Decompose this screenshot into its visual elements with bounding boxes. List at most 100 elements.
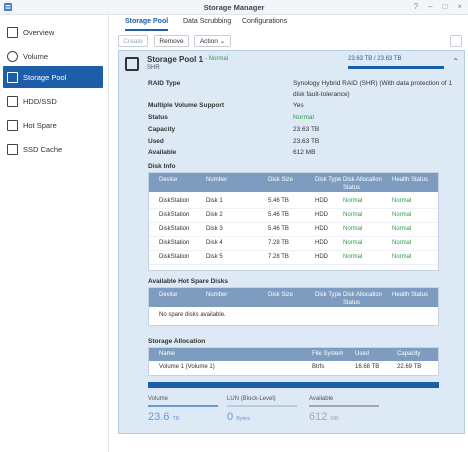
cell-size: 5.46 TB	[268, 212, 289, 218]
sidebar-item-label: Storage Pool	[23, 72, 67, 82]
column-header: Disk Allocation Status	[343, 292, 383, 306]
disk-info-title: Disk Info	[148, 163, 176, 170]
summary-value-row: 612 MB	[309, 411, 379, 423]
table-row[interactable]: Volume 1 (Volume 1) Btrfs 16.68 TB 22.69…	[149, 361, 438, 375]
column-header: Name	[159, 351, 176, 357]
sidebar-item-label: Volume	[23, 51, 49, 61]
cell-number: Disk 5	[206, 254, 223, 260]
summary-unit: Bytes	[236, 416, 250, 422]
tab-configurations[interactable]: Configurations	[242, 18, 288, 25]
summary-label: LUN (Block-Level)	[227, 396, 276, 402]
tab-storage-pool[interactable]: Storage Pool	[125, 15, 169, 31]
cell-size: 7.28 TB	[268, 254, 289, 260]
tab-data-scrubbing[interactable]: Data Scrubbing	[183, 18, 232, 25]
storage-allocation-header: Name File System Used Capacity	[149, 348, 438, 361]
storage-manager-logo-icon	[4, 3, 12, 11]
raid-type-value: Synology Hybrid RAID (SHR) (With data pr…	[293, 80, 452, 98]
status-value: Normal	[293, 114, 314, 121]
cell-size: 5.46 TB	[268, 198, 289, 204]
hot-spare-header: Device Number Disk Size Disk Type Disk A…	[149, 288, 438, 307]
storage-pool-panel: Storage Pool 1 - Normal SHR 23.63 TB / 2…	[118, 50, 465, 434]
summary-line	[309, 405, 379, 407]
cell-device: DiskStation	[159, 198, 190, 204]
minimize-icon[interactable]: –	[428, 2, 433, 11]
summary-label: Available	[309, 396, 334, 402]
cell-device: DiskStation	[159, 212, 190, 218]
create-button[interactable]: Create	[118, 35, 148, 47]
pool-title: Storage Pool 1	[147, 55, 204, 64]
storage-pool-icon	[7, 71, 18, 83]
sidebar: Overview Volume Storage Pool HDD/SSD Hot…	[0, 15, 109, 452]
column-header: Number	[206, 177, 228, 183]
disk-info-table: Device Number Disk Size Disk Type Disk A…	[148, 172, 439, 271]
column-header: Capacity	[397, 351, 421, 357]
column-header: File System	[312, 351, 344, 357]
cell-health: Normal	[392, 226, 412, 232]
close-icon[interactable]: ×	[457, 2, 462, 11]
table-row[interactable]: DiskStation Disk 4 7.28 TB HDD Normal No…	[149, 237, 438, 251]
pool-usage-text: 23.63 TB / 23.63 TB	[348, 56, 402, 62]
window-title: Storage Manager	[203, 3, 265, 12]
table-row[interactable]: DiskStation Disk 1 5.46 TB HDD Normal No…	[149, 195, 438, 209]
summary-unit: TB	[172, 416, 180, 422]
cell-health: Normal	[392, 254, 412, 260]
column-header: Health Status	[392, 292, 429, 298]
cell-health: Normal	[392, 198, 412, 204]
maximize-icon[interactable]: □	[442, 2, 448, 11]
used-value: 23.63 TB	[293, 138, 320, 145]
storage-pool-icon	[125, 57, 139, 71]
sidebar-item-hot-spare[interactable]: Hot Spare	[3, 114, 103, 136]
status-label: Status	[148, 114, 168, 121]
toolbar: Create Remove Action ⌄	[118, 35, 468, 48]
panel-toggle-icon[interactable]	[450, 35, 462, 47]
hdd-icon	[7, 95, 18, 107]
action-dropdown-button[interactable]: Action ⌄	[194, 35, 231, 47]
summary-line	[227, 405, 297, 407]
table-row[interactable]: DiskStation Disk 5 7.28 TB HDD Normal No…	[149, 251, 438, 265]
column-header: Disk Size	[268, 177, 294, 183]
cell-type: HDD	[315, 198, 328, 204]
capacity-value: 23.63 TB	[293, 126, 320, 133]
pool-usage-bar	[348, 66, 444, 69]
sidebar-item-ssd-cache[interactable]: SSD Cache	[3, 138, 103, 160]
summary-label: Volume	[148, 396, 169, 402]
column-header: Number	[206, 292, 228, 298]
available-label: Available	[148, 149, 177, 156]
cell-size: 7.28 TB	[268, 240, 289, 246]
sidebar-item-label: SSD Cache	[23, 144, 63, 154]
column-header: Disk Type	[315, 292, 342, 298]
sidebar-item-overview[interactable]: Overview	[3, 21, 103, 43]
cell-type: HDD	[315, 226, 328, 232]
table-row[interactable]: DiskStation Disk 2 5.46 TB HDD Normal No…	[149, 209, 438, 223]
sidebar-item-hdd-ssd[interactable]: HDD/SSD	[3, 90, 103, 112]
cell-health: Normal	[392, 212, 412, 218]
help-icon[interactable]: ?	[413, 2, 419, 11]
multiple-volume-value: Yes	[293, 102, 304, 109]
cell-size: 5.46 TB	[268, 226, 289, 232]
chevron-up-icon[interactable]: ⌃	[452, 57, 459, 66]
sidebar-item-storage-pool[interactable]: Storage Pool	[3, 66, 103, 88]
column-header: Device	[159, 292, 178, 298]
pool-status: - Normal	[205, 56, 229, 62]
cell-allocation: Normal	[343, 198, 363, 204]
raid-type-label: RAID Type	[148, 80, 181, 87]
sidebar-item-volume[interactable]: Volume	[3, 45, 103, 67]
tab-bar: Storage Pool Data Scrubbing Configuratio…	[118, 15, 468, 31]
multiple-volume-label: Multiple Volume Support	[148, 102, 225, 109]
cell-allocation: Normal	[343, 212, 363, 218]
cell-number: Disk 3	[206, 226, 223, 232]
summary-value: 0	[227, 411, 234, 423]
cell-file-system: Btrfs	[312, 364, 325, 370]
disk-info-header: Device Number Disk Size Disk Type Disk A…	[149, 173, 438, 192]
cell-used: 16.68 TB	[355, 364, 380, 370]
summary-value-row: 0 Bytes	[227, 411, 297, 423]
table-row[interactable]: DiskStation Disk 3 5.46 TB HDD Normal No…	[149, 223, 438, 237]
cell-type: HDD	[315, 240, 328, 246]
summary-unit: MB	[330, 416, 339, 422]
summary-line	[148, 405, 218, 407]
summary-volume: Volume 23.6 TB	[148, 396, 218, 423]
cell-allocation: Normal	[343, 240, 363, 246]
column-header: Disk Allocation Status	[343, 177, 383, 191]
used-label: Used	[148, 138, 164, 145]
remove-button[interactable]: Remove	[154, 35, 189, 47]
